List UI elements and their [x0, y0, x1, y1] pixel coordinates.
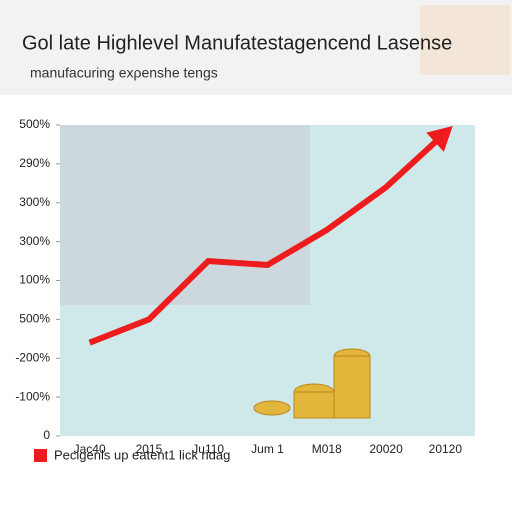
arrow-head — [426, 126, 453, 152]
y-tick-label: 100% — [19, 273, 50, 287]
x-tick-label: 20020 — [369, 442, 403, 456]
x-tick-label: Jac40 — [74, 442, 106, 456]
y-tick-label: 300% — [19, 234, 50, 248]
chart-subtitle: manufacuring exρenshe tengs — [30, 65, 218, 81]
chart-title: Gol late Highlevel Manufatestagencend La… — [22, 32, 452, 54]
photo-decor — [60, 125, 310, 305]
legend-label: Pecigenls up eatent1 lick ridag — [54, 447, 230, 462]
y-tick-label: -200% — [15, 350, 50, 364]
x-tick-label: 20120 — [429, 442, 463, 456]
data-line — [88, 130, 448, 346]
legend-swatch — [34, 449, 47, 462]
x-tick-label: M018 — [312, 442, 342, 456]
y-tick-label: 0 — [43, 428, 50, 442]
y-tick-label: 290% — [19, 156, 50, 170]
x-tick-label: 2015 — [136, 442, 163, 456]
x-tick-label: Ju110 — [192, 442, 224, 456]
header-decor — [420, 5, 510, 75]
y-tick-label: 500% — [19, 312, 50, 326]
y-tick-label: 500% — [19, 117, 50, 131]
y-tick-label: 300% — [19, 195, 50, 209]
x-tick-label: Jum 1 — [251, 442, 284, 456]
y-tick-label: -100% — [15, 389, 50, 403]
coins — [253, 348, 371, 419]
